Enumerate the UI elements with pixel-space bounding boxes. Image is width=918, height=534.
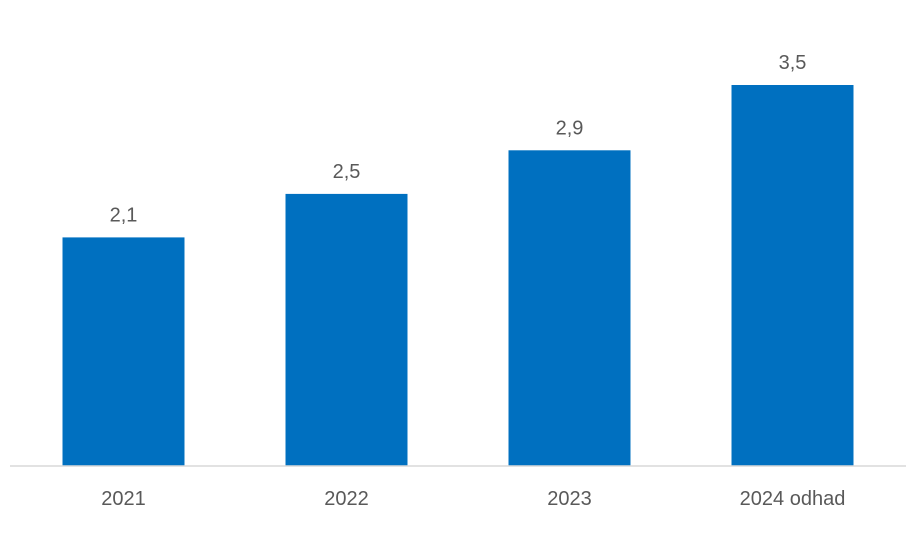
x-tick-label-2022: 2022: [324, 488, 369, 510]
bar-2022: [285, 193, 408, 466]
x-tick-label-2024-odhad: 2024 odhad: [740, 488, 846, 510]
x-tick-label-2021: 2021: [101, 488, 146, 510]
data-labels-group: 2,1 2,5 2,9 3,5: [110, 52, 807, 226]
bar-2021: [62, 237, 185, 466]
bar-2023: [508, 150, 631, 467]
bar-2024-odhad: [731, 85, 854, 466]
data-label-2023: 2,9: [556, 117, 584, 139]
x-tick-labels-group: 2021 2022 2023 2024 odhad: [101, 488, 845, 510]
data-label-2021: 2,1: [110, 204, 138, 226]
bars-group: [62, 85, 854, 467]
data-label-2024-odhad: 3,5: [779, 52, 807, 74]
data-label-2022: 2,5: [333, 161, 361, 183]
x-tick-label-2023: 2023: [547, 488, 592, 510]
